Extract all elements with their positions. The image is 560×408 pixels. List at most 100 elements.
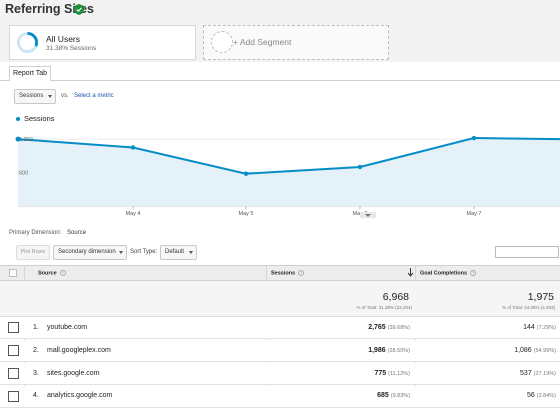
secondary-dimension-label: Secondary dimension <box>58 249 116 255</box>
table-search-input[interactable] <box>495 246 559 258</box>
segment-all-users[interactable] <box>9 25 196 60</box>
column-header-sessions[interactable]: Sessions? <box>271 270 305 277</box>
row-checkbox[interactable] <box>8 322 19 333</box>
column-header-goal-label: Goal Completions <box>420 270 468 277</box>
row-index: 2. <box>33 347 39 354</box>
column-header-source[interactable]: Source? <box>38 270 66 276</box>
chart-point[interactable] <box>471 135 477 141</box>
row-sessions: 2,765 (39.68%) <box>368 324 410 331</box>
select-metric-link[interactable]: Select a metric <box>74 93 114 99</box>
row-goal-pct: (2.84%) <box>536 393 556 399</box>
column-header-source-label: Source <box>38 270 57 277</box>
legend-sessions-label: Sessions <box>24 114 55 123</box>
table-row <box>0 363 560 385</box>
row-goal-pct: (54.99%) <box>533 348 556 354</box>
total-sessions-subtitle: % of Total: 31.38% (22,204) <box>356 305 412 310</box>
table-header <box>0 265 560 281</box>
row-index: 1. <box>33 324 39 331</box>
sort-type-value: Default <box>165 249 185 255</box>
chart-x-tick-label: May 4 <box>126 211 141 216</box>
sort-type-label: Sort Type: <box>130 249 158 255</box>
row-goal-pct: (27.19%) <box>533 371 556 377</box>
plot-rows-button[interactable]: Plot Rows <box>16 245 50 260</box>
row-goal: 1,086 (54.99%) <box>514 347 556 354</box>
metric-select-value: Sessions <box>19 93 44 99</box>
chevron-down-icon <box>48 95 52 98</box>
total-sessions: 6,968 <box>382 291 409 303</box>
sort-descending-arrow-icon[interactable] <box>407 268 414 277</box>
vs-label: vs. <box>61 93 69 99</box>
chart-resize-handle-icon[interactable] <box>360 212 376 218</box>
row-sessions-value: 685 <box>377 392 389 399</box>
report-header <box>0 0 560 22</box>
row-goal-value: 1,086 <box>514 347 532 354</box>
row-checkbox[interactable] <box>8 368 19 379</box>
total-goal-subtitle: % of Total: 44.06% (4,483) <box>502 305 555 310</box>
row-index: 4. <box>33 392 39 399</box>
chart-point[interactable] <box>243 171 249 176</box>
chart-y-tick-label: 1,200 <box>19 137 33 143</box>
sort-type-select[interactable]: Default <box>160 245 197 260</box>
row-source-link[interactable]: mall.googleplex.com <box>47 347 111 354</box>
primary-dimension-label: Primary Dimension: <box>9 230 62 236</box>
primary-dimension-value[interactable]: Source <box>67 230 87 236</box>
row-goal-value: 537 <box>520 370 532 377</box>
secondary-dimension-select[interactable]: Secondary dimension <box>53 245 127 260</box>
row-sessions-value: 775 <box>374 370 387 377</box>
chart-point[interactable] <box>130 145 136 150</box>
chart-y-tick-label: 600 <box>19 171 28 177</box>
row-index: 3. <box>33 370 39 377</box>
chart-point[interactable] <box>357 164 363 170</box>
segment-progress-ring-icon <box>16 31 39 54</box>
verified-shield-icon <box>74 4 84 15</box>
row-sessions: 1,986 (28.50%) <box>368 347 410 354</box>
row-sessions-pct: (11.12%) <box>388 371 410 377</box>
row-source-link[interactable]: analytics.google.com <box>47 392 113 399</box>
row-sessions: 685 (9.83%) <box>377 392 410 399</box>
chevron-down-icon <box>189 251 193 254</box>
tab-divider <box>0 80 560 81</box>
row-goal: 537 (27.19%) <box>520 370 556 377</box>
row-sessions-pct: (9.83%) <box>390 393 410 399</box>
row-source-link[interactable]: youtube.com <box>47 324 88 331</box>
table-row <box>0 317 560 339</box>
chevron-down-icon <box>119 251 123 254</box>
row-goal: 144 (7.29%) <box>523 324 556 331</box>
table-totals-row <box>0 281 560 317</box>
row-goal-pct: (7.29%) <box>536 325 556 331</box>
tab-report[interactable]: Report Tab <box>9 66 51 81</box>
chart-point[interactable] <box>15 136 21 142</box>
row-sessions-value: 2,765 <box>368 324 386 331</box>
row-sessions-value: 1,986 <box>368 347 386 354</box>
row-sessions-pct: (39.68%) <box>387 325 410 331</box>
row-checkbox[interactable] <box>8 391 19 402</box>
row-goal: 56 (2.84%) <box>527 392 556 399</box>
help-icon[interactable]: ? <box>470 270 477 276</box>
chart-x-tick-label: May 7 <box>467 211 482 216</box>
primary-dimension: Primary Dimension: Source <box>9 230 86 236</box>
help-icon[interactable]: ? <box>298 270 305 276</box>
segment-name: All Users <box>46 34 81 44</box>
legend-sessions-swatch <box>16 117 20 121</box>
total-goal-completions: 1,975 <box>527 291 554 303</box>
select-all-checkbox[interactable] <box>9 269 17 277</box>
add-segment-circle-icon <box>211 31 233 53</box>
column-header-goal-completions[interactable]: Goal Completions? <box>420 270 477 277</box>
row-source-link[interactable]: sites.google.com <box>47 370 100 377</box>
row-goal-value: 56 <box>526 392 535 399</box>
row-sessions-pct: (28.50%) <box>387 348 410 354</box>
page-title: Referring Sites <box>5 2 94 16</box>
column-header-sessions-label: Sessions <box>271 270 296 277</box>
row-checkbox[interactable] <box>8 345 19 356</box>
chart-x-tick-label: May 5 <box>239 211 254 216</box>
row-sessions: 775 (11.12%) <box>374 370 410 377</box>
metric-select[interactable]: Sessions <box>14 89 56 104</box>
table-row <box>0 340 560 362</box>
add-segment-label[interactable]: + Add Segment <box>233 37 292 47</box>
help-icon[interactable]: ? <box>59 270 66 276</box>
chart-line-sessions <box>17 137 560 175</box>
row-goal-value: 144 <box>523 324 535 331</box>
add-segment-button[interactable] <box>203 25 389 60</box>
segment-percentage: 31.38% Sessions <box>46 45 97 52</box>
